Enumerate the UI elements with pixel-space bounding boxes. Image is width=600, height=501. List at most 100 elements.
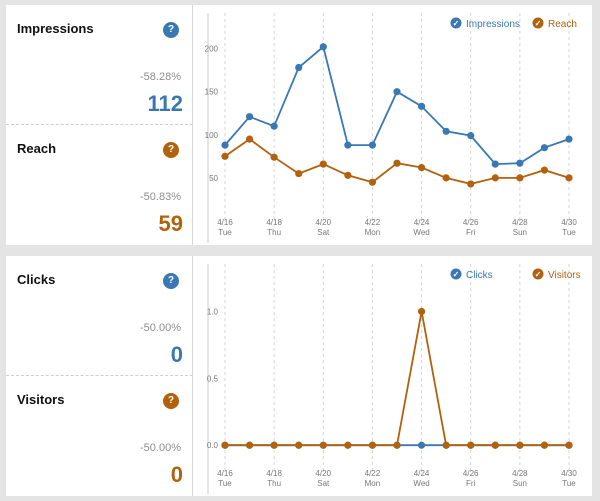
data-point-impressions[interactable]	[491, 160, 499, 168]
data-point-visitors[interactable]	[368, 441, 377, 449]
data-point-impressions[interactable]	[295, 63, 303, 72]
legend-item-clicks[interactable]: ✓ Clicks	[450, 268, 493, 282]
data-point-impressions[interactable]	[467, 132, 475, 140]
x-tick-date: 4/18	[266, 469, 282, 478]
data-point-impressions[interactable]	[417, 102, 426, 110]
check-icon	[532, 268, 544, 280]
data-point-reach[interactable]	[245, 135, 254, 143]
data-point-visitors[interactable]	[417, 307, 426, 316]
data-point-reach[interactable]	[565, 174, 573, 182]
metric-label: Visitors	[17, 392, 65, 407]
data-point-impressions[interactable]	[565, 135, 573, 143]
data-point-visitors[interactable]	[467, 441, 475, 449]
data-point-visitors[interactable]	[344, 441, 352, 449]
data-point-reach[interactable]	[442, 174, 450, 182]
check-glyph: ✓	[453, 270, 460, 279]
x-tick-day: Tue	[562, 228, 576, 237]
help-icon[interactable]: ?	[163, 22, 179, 38]
x-tick-day: Wed	[413, 479, 429, 488]
x-tick-date: 4/30	[561, 469, 577, 478]
data-point-impressions[interactable]	[270, 122, 278, 130]
data-point-reach[interactable]	[344, 171, 352, 179]
metric-value: 112	[147, 91, 184, 116]
x-tick-day: Tue	[218, 228, 232, 237]
data-point-reach[interactable]	[491, 174, 499, 182]
x-tick-day: Sat	[317, 228, 330, 237]
data-point-impressions[interactable]	[221, 141, 229, 149]
metrics-column: Clicks ? -50.00% 0 Visitors ? -50.00% 0	[6, 256, 193, 496]
metric-value: 0	[170, 342, 183, 367]
x-tick-day: Sun	[513, 479, 527, 488]
metrics-column: Impressions ? -58.28% 112 Reach ? -50.83…	[6, 5, 193, 245]
data-point-impressions[interactable]	[245, 113, 254, 121]
check-icon	[450, 17, 462, 29]
legend-label: Reach	[548, 19, 577, 30]
help-icon[interactable]: ?	[163, 142, 179, 158]
data-point-visitors[interactable]	[221, 441, 229, 449]
y-tick-label: 200	[205, 45, 219, 54]
data-point-impressions[interactable]	[540, 144, 549, 152]
legend-label: Clicks	[466, 270, 493, 281]
legend-item-reach[interactable]: ✓ Reach	[532, 17, 577, 31]
visitors-metric: Visitors ? -50.00% 0	[6, 376, 193, 496]
data-point-visitors[interactable]	[393, 441, 401, 449]
x-tick-day: Sun	[513, 228, 527, 237]
data-point-visitors[interactable]	[565, 441, 573, 449]
data-point-reach[interactable]	[540, 166, 549, 174]
data-point-reach[interactable]	[221, 152, 229, 160]
clicks-visitors-panel: Clicks ? -50.00% 0 Visitors ? -50.00% 0 …	[6, 256, 592, 496]
data-point-visitors[interactable]	[245, 441, 254, 449]
reach-metric: Reach ? -50.83% 59	[6, 125, 193, 245]
check-glyph: ✓	[535, 270, 542, 279]
data-point-visitors[interactable]	[491, 441, 499, 449]
x-tick-date: 4/22	[365, 469, 381, 478]
data-point-impressions[interactable]	[393, 88, 401, 96]
legend-item-visitors[interactable]: ✓ Visitors	[532, 268, 581, 282]
data-point-reach[interactable]	[368, 178, 377, 186]
x-tick-day: Tue	[562, 479, 576, 488]
series-line-impressions	[224, 45, 570, 166]
data-point-reach[interactable]	[393, 159, 401, 167]
data-point-impressions[interactable]	[368, 141, 377, 149]
data-point-visitors[interactable]	[270, 441, 278, 449]
legend-label: Visitors	[548, 270, 581, 281]
x-tick-date: 4/18	[266, 218, 282, 227]
data-point-visitors[interactable]	[295, 441, 303, 449]
data-point-impressions[interactable]	[442, 127, 450, 135]
x-tick-date: 4/22	[365, 218, 381, 227]
data-point-reach[interactable]	[467, 180, 475, 188]
x-tick-day: Thu	[267, 228, 281, 237]
impressions-reach-panel: Impressions ? -58.28% 112 Reach ? -50.83…	[6, 5, 592, 245]
x-tick-date: 4/16	[217, 218, 233, 227]
metric-label: Impressions	[17, 21, 94, 36]
data-point-visitors[interactable]	[540, 441, 549, 449]
data-point-impressions[interactable]	[516, 159, 524, 167]
data-point-impressions[interactable]	[344, 141, 352, 149]
x-tick-day: Mon	[365, 228, 381, 237]
help-icon[interactable]: ?	[163, 393, 179, 409]
x-tick-date: 4/24	[414, 218, 430, 227]
data-point-visitors[interactable]	[516, 441, 524, 449]
metric-change: -50.83%	[140, 191, 181, 203]
help-icon[interactable]: ?	[163, 273, 179, 289]
clicks-visitors-chart: 4/16Tue4/18Thu4/20Sat4/22Mon4/24Wed4/26F…	[207, 264, 581, 494]
metric-value: 0	[170, 462, 183, 487]
x-tick-day: Tue	[218, 479, 232, 488]
data-point-reach[interactable]	[270, 153, 278, 161]
x-tick-date: 4/30	[561, 218, 577, 227]
data-point-visitors[interactable]	[442, 441, 450, 449]
legend-item-impressions[interactable]: ✓ Impressions	[450, 17, 520, 31]
metric-value: 59	[158, 211, 183, 236]
data-point-reach[interactable]	[516, 174, 524, 182]
data-point-visitors[interactable]	[319, 441, 327, 449]
metric-change: -50.00%	[140, 442, 181, 454]
data-point-reach[interactable]	[295, 169, 303, 178]
data-point-reach[interactable]	[417, 163, 426, 172]
data-point-clicks[interactable]	[417, 441, 426, 449]
check-icon	[532, 17, 544, 29]
data-point-impressions[interactable]	[319, 43, 327, 51]
y-tick-label: 150	[205, 88, 219, 97]
data-point-reach[interactable]	[319, 160, 327, 168]
y-tick-label: 100	[205, 131, 219, 140]
check-icon	[450, 268, 462, 280]
